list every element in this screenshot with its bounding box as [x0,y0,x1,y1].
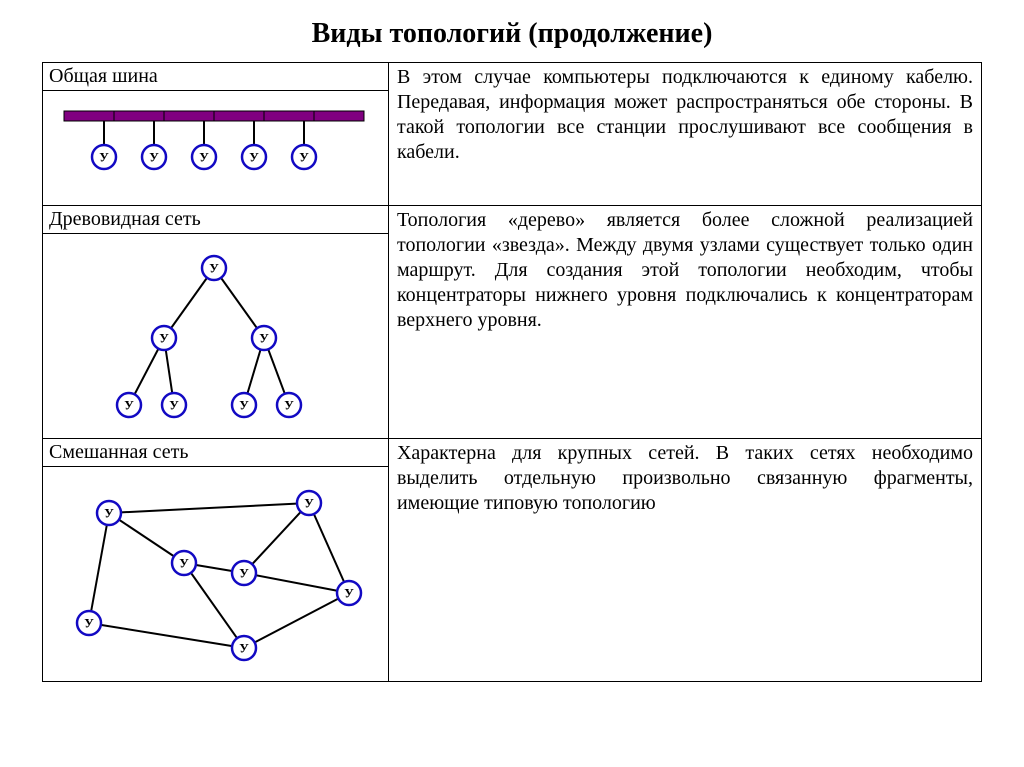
mesh-diagram: У У У У У У У [49,473,379,673]
node-label: У [259,331,269,346]
edge-line [89,513,109,623]
node-label: У [179,556,189,571]
node-label: У [149,150,159,165]
diagram-cell: Общая шина У У У У У [43,63,389,206]
row-label: Древовидная сеть [43,206,388,234]
node-label: У [284,398,294,413]
node-label: У [159,331,169,346]
node-label: У [209,261,219,276]
row-description: В этом случае компьютеры подключаются к … [389,63,981,171]
edge-line [244,573,349,593]
node-label: У [344,586,354,601]
diagram-wrap: У У У У У У У [43,234,388,438]
node-label: У [99,150,109,165]
row-label: Смешанная сеть [43,439,388,467]
node-label: У [239,398,249,413]
edge-line [244,503,309,573]
description-cell: В этом случае компьютеры подключаются к … [388,63,981,206]
node-label: У [124,398,134,413]
diagram-cell: Древовидная сеть У У У У У У У [43,206,389,439]
edge-line [244,593,349,648]
bus-diagram: У У У У У [49,97,379,197]
node-label: У [199,150,209,165]
edge-line [89,623,244,648]
node-label: У [84,616,94,631]
node-label: У [104,506,114,521]
node-label: У [249,150,259,165]
description-cell: Характерна для крупных сетей. В таких се… [388,439,981,682]
tree-diagram: У У У У У У У [49,240,379,430]
topology-table: Общая шина У У У У У В этом случае компь… [42,62,982,682]
row-description: Топология «дерево» является более сложно… [389,206,981,339]
diagram-wrap: У У У У У У У [43,467,388,681]
edge-line [309,503,349,593]
diagram-cell: Смешанная сеть У У У У У У У [43,439,389,682]
row-label: Общая шина [43,63,388,91]
edge-line [109,513,184,563]
node-label: У [299,150,309,165]
description-cell: Топология «дерево» является более сложно… [388,206,981,439]
row-description: Характерна для крупных сетей. В таких се… [389,439,981,522]
node-label: У [169,398,179,413]
diagram-wrap: У У У У У [43,91,388,205]
node-label: У [239,641,249,656]
node-label: У [304,496,314,511]
node-label: У [239,566,249,581]
edge-line [109,503,309,513]
page-title: Виды топологий (продолжение) [20,18,1004,50]
